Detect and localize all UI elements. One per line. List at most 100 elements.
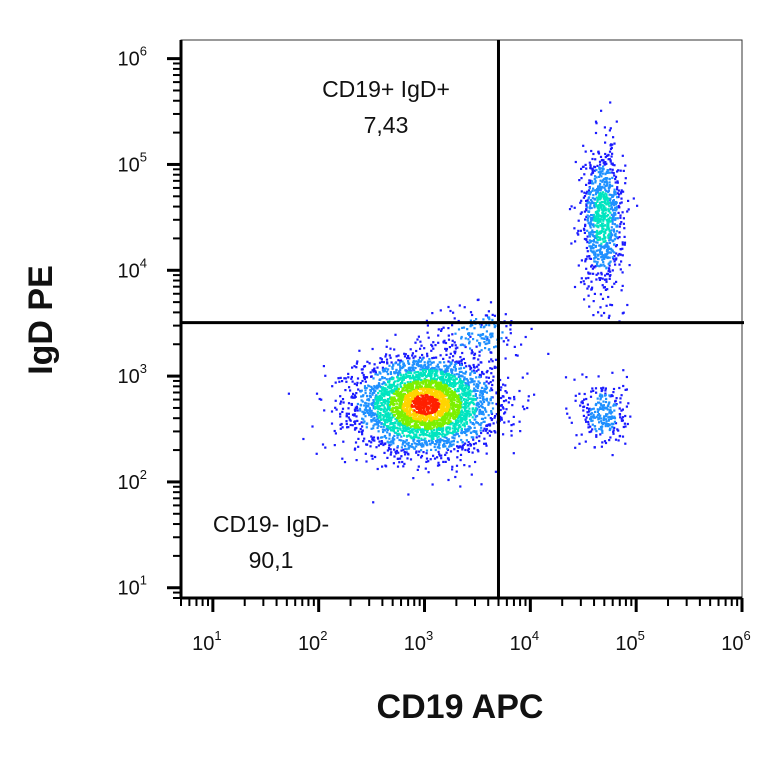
event-dot xyxy=(380,442,383,446)
event-dot xyxy=(619,401,622,404)
event-dot xyxy=(344,389,347,392)
event-dot xyxy=(382,370,385,373)
event-dot xyxy=(580,277,583,280)
event-dot xyxy=(418,392,421,395)
event-dot xyxy=(619,253,622,256)
event-dot xyxy=(447,406,450,409)
event-dot xyxy=(444,433,447,436)
event-dot xyxy=(613,260,616,263)
event-dot xyxy=(599,277,602,280)
event-dot xyxy=(604,232,607,235)
event-dot xyxy=(387,414,390,417)
event-dot xyxy=(361,433,364,436)
event-dot xyxy=(609,127,612,130)
event-dot xyxy=(438,424,441,427)
event-dot xyxy=(471,422,475,425)
event-dot xyxy=(398,363,401,366)
event-dot xyxy=(397,379,400,382)
event-dot xyxy=(612,136,615,139)
event-dot xyxy=(458,435,461,438)
event-dot xyxy=(397,372,400,375)
event-dot xyxy=(626,210,629,213)
event-dot xyxy=(475,376,478,379)
event-dot xyxy=(398,424,401,427)
event-dot xyxy=(324,374,327,377)
event-dot xyxy=(439,421,442,424)
event-dot xyxy=(591,415,594,418)
event-dot xyxy=(436,363,439,366)
event-dot xyxy=(417,436,420,439)
event-dot xyxy=(589,199,592,202)
event-dot xyxy=(397,359,400,362)
event-dot xyxy=(380,392,383,395)
event-dot xyxy=(403,382,407,385)
event-dot xyxy=(599,197,602,200)
event-dot xyxy=(330,410,334,413)
event-dot xyxy=(507,420,510,423)
event-dot xyxy=(412,477,415,480)
event-dot xyxy=(440,410,443,413)
event-dot xyxy=(476,298,479,302)
event-dot xyxy=(489,367,492,370)
event-dot xyxy=(605,193,608,196)
event-dot xyxy=(404,385,407,388)
event-dot xyxy=(602,256,605,259)
event-dot xyxy=(372,389,375,392)
event-dot xyxy=(423,392,426,395)
event-dot xyxy=(447,360,450,363)
event-dot xyxy=(467,393,470,396)
event-dot xyxy=(485,380,488,383)
event-dot xyxy=(585,215,588,218)
event-dot xyxy=(411,408,414,411)
event-dot xyxy=(611,256,614,259)
event-dot xyxy=(377,385,380,389)
event-dot xyxy=(575,434,578,437)
event-dot xyxy=(613,164,616,167)
event-dot xyxy=(452,416,455,419)
event-dot xyxy=(434,388,437,391)
event-dot xyxy=(383,376,386,380)
event-dot xyxy=(413,371,416,374)
event-dot xyxy=(598,416,601,419)
event-dot xyxy=(481,398,485,401)
event-dot xyxy=(423,347,426,350)
event-dot xyxy=(609,303,612,306)
event-dot xyxy=(449,352,452,355)
event-dot xyxy=(464,362,467,365)
event-dot xyxy=(568,416,571,419)
event-dot xyxy=(619,192,623,195)
event-dot xyxy=(602,240,605,243)
event-dot xyxy=(430,361,434,364)
event-dot xyxy=(383,395,386,398)
event-dot xyxy=(474,407,477,410)
event-dot xyxy=(603,237,606,240)
event-dot xyxy=(601,277,604,280)
event-dot xyxy=(505,408,508,411)
event-dot xyxy=(459,387,462,390)
event-dot xyxy=(399,457,402,460)
event-dot xyxy=(429,383,433,386)
event-dot xyxy=(334,399,337,402)
event-dot xyxy=(375,446,378,449)
event-dot xyxy=(598,238,602,241)
event-dot xyxy=(507,401,510,404)
event-dot xyxy=(615,257,618,260)
event-dot xyxy=(439,309,442,312)
event-dot xyxy=(618,252,621,256)
event-dot xyxy=(490,430,493,433)
event-dot xyxy=(457,412,460,415)
event-dot xyxy=(587,423,590,426)
event-dot xyxy=(403,404,406,407)
event-dot xyxy=(585,416,588,419)
event-dot xyxy=(385,388,389,391)
event-dot xyxy=(455,390,458,393)
event-dot xyxy=(302,437,305,441)
event-dot xyxy=(589,203,592,206)
event-dot xyxy=(445,413,448,416)
event-dot xyxy=(606,413,609,416)
event-dot xyxy=(584,224,587,228)
event-dot xyxy=(393,455,396,458)
event-dot xyxy=(598,421,601,424)
event-dot xyxy=(611,219,614,222)
event-dot xyxy=(604,188,607,191)
